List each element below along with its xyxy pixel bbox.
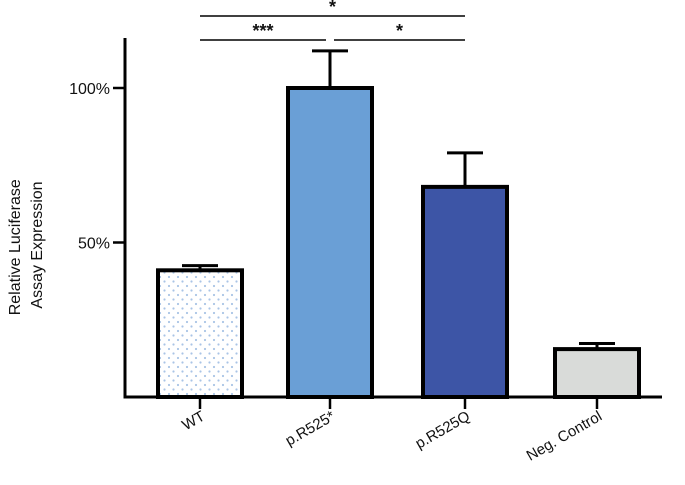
y-axis-title-line-1: Relative Luciferase xyxy=(7,179,24,315)
bar-p-r525q xyxy=(421,184,509,399)
x-tick-label: p.R525Q xyxy=(412,408,473,453)
x-tick-label: Neg. Control xyxy=(524,408,605,465)
y-axis-title-line-2: Assay Expression xyxy=(29,181,46,308)
x-tick-label: p.R525* xyxy=(283,408,339,450)
significance-label: *** xyxy=(252,21,273,41)
y-tick-label: 50% xyxy=(78,236,110,253)
plot-area: 50%100%WT p.R525* p.R525Q Neg. Control*** ** xyxy=(69,0,662,465)
significance-label: * xyxy=(329,0,336,17)
significance-label: * xyxy=(396,21,403,41)
y-axis-title: Relative Luciferase Assay Expression xyxy=(7,175,46,316)
y-tick-label: 100% xyxy=(69,81,110,98)
x-tick-label: WT xyxy=(179,408,208,434)
bar-wt xyxy=(156,268,244,399)
bar-neg-control xyxy=(553,347,641,400)
bar-p-r525 xyxy=(286,86,374,399)
